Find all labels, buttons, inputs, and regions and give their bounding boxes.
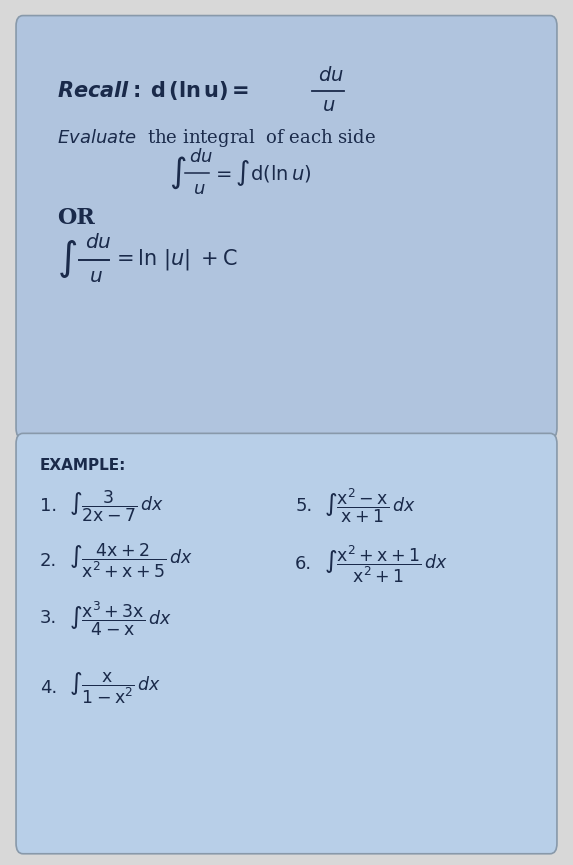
Text: $\mathit{u}$: $\mathit{u}$ xyxy=(322,98,336,115)
Text: $\mathit{Evaluate}$  the integral  of each side: $\mathit{Evaluate}$ the integral of each… xyxy=(57,127,376,150)
Text: 6.: 6. xyxy=(295,555,312,573)
Text: $\mathit{u}$: $\mathit{u}$ xyxy=(89,267,103,286)
Text: $\int\dfrac{\mathrm{x}^3+3\mathrm{x}}{4-\mathrm{x}}\,dx$: $\int\dfrac{\mathrm{x}^3+3\mathrm{x}}{4-… xyxy=(69,599,171,638)
Text: EXAMPLE:: EXAMPLE: xyxy=(40,458,127,473)
Text: $\mathit{du}$: $\mathit{du}$ xyxy=(85,233,111,252)
FancyBboxPatch shape xyxy=(16,16,557,439)
Text: $\int\dfrac{\mathrm{x}^2+\mathrm{x}+1}{\mathrm{x}^2+1}\,dx$: $\int\dfrac{\mathrm{x}^2+\mathrm{x}+1}{\… xyxy=(324,543,448,585)
Text: 4.: 4. xyxy=(40,679,57,696)
Text: 3.: 3. xyxy=(40,610,57,627)
FancyBboxPatch shape xyxy=(16,433,557,854)
Text: 1.: 1. xyxy=(40,497,57,515)
Text: $\mathit{du}$: $\mathit{du}$ xyxy=(318,66,344,85)
Text: $\mathit{u}$: $\mathit{u}$ xyxy=(193,180,205,197)
Text: $=\int\mathrm{d}(\ln u)$: $=\int\mathrm{d}(\ln u)$ xyxy=(212,158,312,188)
Text: 5.: 5. xyxy=(295,497,312,515)
Text: $\int\dfrac{4\mathrm{x}+2}{\mathrm{x}^2+\mathrm{x}+5}\,dx$: $\int\dfrac{4\mathrm{x}+2}{\mathrm{x}^2+… xyxy=(69,541,193,580)
Text: $\int\dfrac{\mathrm{x}^2-\mathrm{x}}{\mathrm{x}+1}\,dx$: $\int\dfrac{\mathrm{x}^2-\mathrm{x}}{\ma… xyxy=(324,487,415,525)
Text: 2.: 2. xyxy=(40,552,57,569)
Text: $\mathit{du}$: $\mathit{du}$ xyxy=(189,149,213,166)
Text: $= \ln\,|u|\;+\mathrm{C}$: $= \ln\,|u|\;+\mathrm{C}$ xyxy=(112,247,238,272)
Text: $\int\dfrac{3}{2\mathrm{x}-7}\,dx$: $\int\dfrac{3}{2\mathrm{x}-7}\,dx$ xyxy=(69,489,164,523)
Text: $\bfit{Recall}$$\bf{: \; d\,(}$$\bf{ln\, u)}$$\bf{=}$: $\bfit{Recall}$$\bf{: \; d\,(}$$\bf{ln\,… xyxy=(57,80,250,102)
Text: OR: OR xyxy=(57,207,95,229)
Text: $\int$: $\int$ xyxy=(169,155,187,191)
Text: $\int$: $\int$ xyxy=(57,239,77,280)
Text: $\int\dfrac{\mathrm{x}}{1-\mathrm{x}^2}\,dx$: $\int\dfrac{\mathrm{x}}{1-\mathrm{x}^2}\… xyxy=(69,670,161,706)
